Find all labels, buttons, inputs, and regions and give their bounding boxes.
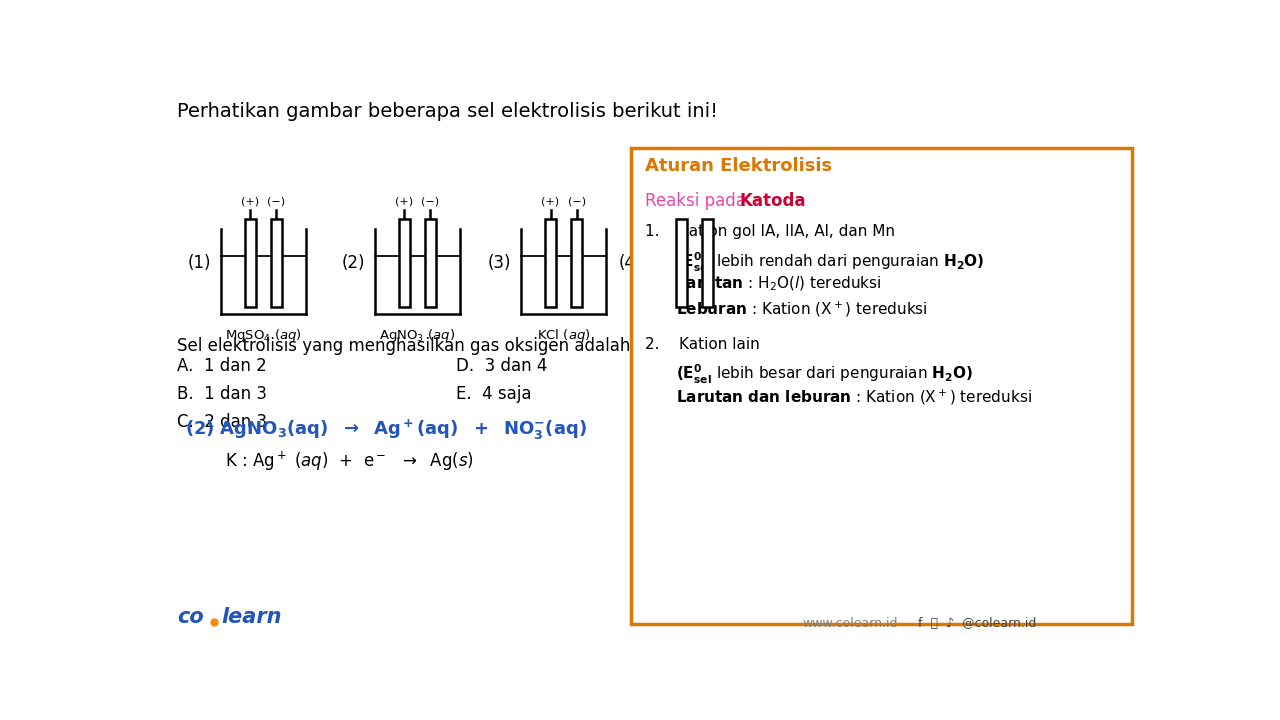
Text: co: co (177, 607, 204, 627)
Text: $\mathbf{(E^0_{sel}}$ lebih rendah dari penguraian $\mathbf{H_2O)}$: $\mathbf{(E^0_{sel}}$ lebih rendah dari … (676, 251, 984, 274)
Text: (3): (3) (488, 254, 511, 272)
Text: f  ⓘ  ♪  @colearn.id: f ⓘ ♪ @colearn.id (918, 617, 1037, 630)
Text: KCl $(aq)$: KCl $(aq)$ (536, 328, 590, 344)
Bar (545, 219, 556, 307)
Text: www.colearn.id: www.colearn.id (803, 617, 897, 630)
Text: (4): (4) (618, 254, 643, 272)
Text: B.  1 dan 3: B. 1 dan 3 (177, 385, 268, 403)
Text: 1.    Kation gol IA, IIA, Al, dan Mn: 1. Kation gol IA, IIA, Al, dan Mn (645, 224, 895, 239)
Bar (244, 219, 256, 307)
Text: (1): (1) (187, 254, 211, 272)
Text: (−): (−) (567, 197, 586, 207)
Text: KCl $(l)$: KCl $(l)$ (675, 328, 714, 343)
Text: (−): (−) (699, 197, 717, 207)
Text: (2): (2) (342, 254, 365, 272)
Text: $\mathbf{Leburan}$ : Kation (X$^+$) tereduksi: $\mathbf{Leburan}$ : Kation (X$^+$) tere… (676, 300, 928, 319)
Bar (571, 219, 582, 307)
Bar (425, 219, 435, 307)
Bar (676, 219, 687, 307)
Text: C: C (426, 229, 435, 242)
Text: Perhatikan gambar beberapa sel elektrolisis berikut ini!: Perhatikan gambar beberapa sel elektroli… (177, 102, 718, 121)
Text: C.  2 dan 3: C. 2 dan 3 (177, 413, 268, 431)
Text: $\mathbf{(E^0_{sel}}$ lebih besar dari penguraian $\mathbf{H_2O)}$: $\mathbf{(E^0_{sel}}$ lebih besar dari p… (676, 363, 973, 386)
Text: (+): (+) (672, 197, 690, 207)
Text: (+): (+) (241, 197, 260, 207)
Text: D.  3 dan 4: D. 3 dan 4 (456, 357, 547, 375)
Text: MgSO$_4$ $(aq)$: MgSO$_4$ $(aq)$ (225, 328, 302, 344)
Text: Reaksi pada: Reaksi pada (645, 192, 751, 210)
Text: $\mathbf{Larutan}$ : H$_2$O$(l)$ tereduksi: $\mathbf{Larutan}$ : H$_2$O$(l)$ tereduk… (676, 275, 882, 294)
Text: $\bf{(2)\ AgNO_3(aq)\ \ \rightarrow\ \ Ag^+(aq)\ \ +\ \ NO_3^{-}(aq)}$: $\bf{(2)\ AgNO_3(aq)\ \ \rightarrow\ \ A… (184, 418, 586, 442)
Text: (−): (−) (268, 197, 285, 207)
FancyBboxPatch shape (631, 148, 1132, 624)
Text: K : Ag$^+$ $(aq)$  +  e$^-$  $\rightarrow$  Ag$(s)$: K : Ag$^+$ $(aq)$ + e$^-$ $\rightarrow$ … (225, 450, 474, 473)
Text: $\mathbf{Larutan\ dan\ leburan}$ : Kation (X$^+$) tereduksi: $\mathbf{Larutan\ dan\ leburan}$ : Katio… (676, 387, 1032, 407)
Text: Katoda: Katoda (739, 192, 805, 210)
Text: C: C (677, 229, 686, 242)
Bar (703, 219, 713, 307)
Text: (+): (+) (396, 197, 413, 207)
Text: (−): (−) (421, 197, 439, 207)
Text: AgNO$_3$ $(aq)$: AgNO$_3$ $(aq)$ (379, 328, 456, 344)
Text: C: C (547, 229, 556, 242)
Bar (399, 219, 410, 307)
Text: C: C (399, 229, 408, 242)
Text: C: C (572, 229, 581, 242)
Text: A.  1 dan 2: A. 1 dan 2 (177, 357, 266, 375)
Text: Sel elektrolisis yang menghasilkan gas oksigen adalah ....: Sel elektrolisis yang menghasilkan gas o… (177, 337, 657, 355)
Text: learn: learn (221, 607, 282, 627)
Text: C: C (703, 229, 712, 242)
Bar (271, 219, 282, 307)
Text: 2.    Kation lain: 2. Kation lain (645, 337, 760, 351)
Text: C: C (273, 229, 280, 242)
Text: (+): (+) (541, 197, 559, 207)
Text: Aturan Elektrolisis: Aturan Elektrolisis (645, 157, 832, 175)
Text: C: C (246, 229, 255, 242)
Text: E.  4 saja: E. 4 saja (456, 385, 531, 403)
